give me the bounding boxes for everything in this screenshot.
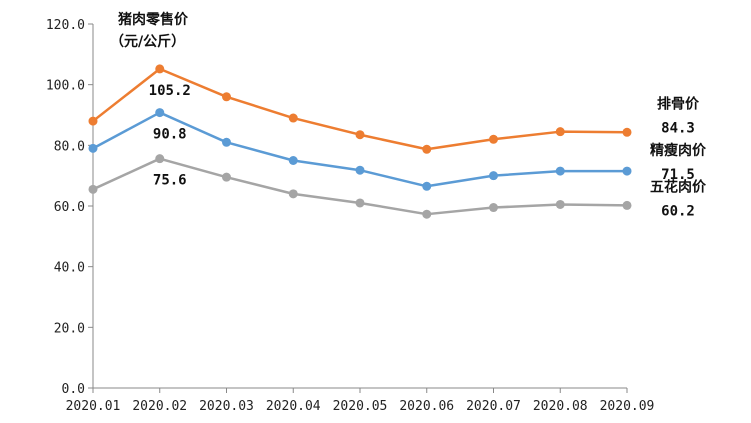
data-point [622, 166, 632, 176]
x-tick-label: 2020.05 [333, 399, 388, 414]
series-end-value-label: 71.5 [661, 167, 695, 183]
unit-label-line1: 猪肉零售价 [117, 11, 189, 28]
data-point [222, 92, 231, 102]
data-point [355, 198, 365, 208]
data-point [222, 137, 231, 147]
data-point [555, 166, 565, 176]
data-point [489, 134, 498, 144]
x-tick-label: 2020.04 [266, 399, 321, 414]
x-tick-label: 2020.07 [466, 399, 521, 414]
series-name-label: 精瘦肉价 [650, 142, 707, 159]
data-point [622, 127, 632, 137]
peak-value-label: 105.2 [149, 83, 191, 99]
data-point [88, 184, 98, 194]
y-tick-label: 120.0 [46, 18, 85, 33]
data-point [288, 113, 298, 123]
data-point [88, 116, 98, 126]
data-point [155, 154, 165, 164]
peak-value-label: 90.8 [153, 127, 187, 143]
data-point [489, 203, 498, 213]
data-point [288, 156, 298, 165]
data-point [355, 130, 365, 140]
x-tick-label: 2020.06 [399, 399, 454, 414]
y-tick-label: 40.0 [54, 261, 85, 276]
y-tick-label: 100.0 [46, 79, 85, 94]
unit-label-line2: （元/公斤） [110, 33, 185, 50]
data-point [288, 189, 298, 199]
x-tick-label: 2020.09 [600, 399, 655, 414]
data-point [88, 143, 98, 153]
y-tick-label: 20.0 [54, 321, 85, 336]
x-tick-label: 2020.02 [132, 399, 187, 414]
data-point [489, 171, 498, 181]
peak-value-label: 75.6 [153, 173, 187, 189]
data-point [155, 64, 165, 74]
y-tick-label: 80.0 [54, 139, 85, 154]
y-tick-label: 0.0 [62, 382, 85, 397]
data-point [355, 165, 365, 175]
data-point [555, 199, 565, 209]
data-point [422, 144, 432, 154]
series-end-value-label: 84.3 [661, 120, 695, 136]
y-tick-label: 60.0 [54, 200, 85, 215]
data-point [222, 172, 231, 182]
series-name-label: 五花肉价 [650, 178, 707, 195]
x-tick-label: 2020.03 [199, 399, 254, 414]
data-point [155, 108, 165, 118]
data-point [555, 127, 565, 137]
x-tick-label: 2020.01 [66, 399, 121, 414]
data-point [422, 181, 432, 191]
data-point [622, 200, 632, 210]
x-tick-label: 2020.08 [533, 399, 588, 414]
data-point [422, 209, 432, 219]
series-end-value-label: 60.2 [661, 203, 695, 219]
series-name-label: 排骨价 [657, 95, 700, 112]
